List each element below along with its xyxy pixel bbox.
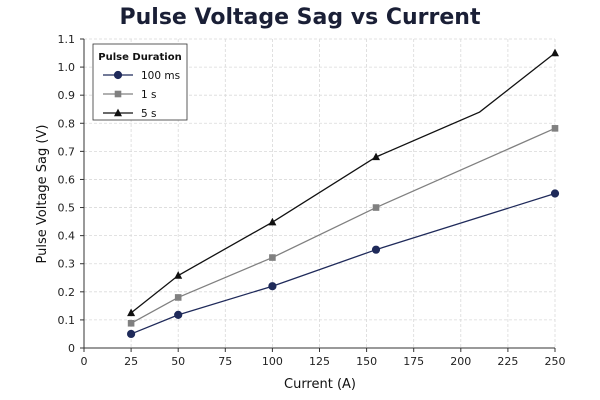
y-tick-label-5: 0.5 — [58, 202, 76, 215]
y-axis-label: Pulse Voltage Sag (V) — [35, 125, 50, 264]
y-tick-label-11: 1.1 — [58, 33, 76, 46]
series-100-ms — [127, 189, 560, 339]
data-point-100-ms-4 — [550, 189, 560, 198]
x-tick-label-3: 75 — [218, 355, 232, 368]
data-point-1-s-1 — [174, 294, 182, 301]
x-tick-label-8: 200 — [450, 355, 471, 368]
y-tick-label-6: 0.6 — [58, 173, 76, 186]
data-point-5-s-3 — [372, 152, 381, 161]
x-tick-label-7: 175 — [403, 355, 424, 368]
y-tick-label-2: 0.2 — [58, 286, 76, 299]
data-point-1-s-3 — [372, 204, 380, 211]
legend-label-1-s: 1 s — [141, 89, 157, 101]
data-point-5-s-5 — [551, 48, 559, 57]
data-point-5-s-0 — [127, 308, 136, 317]
data-point-100-ms-2 — [268, 282, 277, 291]
x-axis-ticks: 0 25 50 75 100 125 150 175 200 225 250 — [81, 348, 566, 368]
legend-marker-1-s — [114, 90, 122, 98]
series-line-1-s — [130, 127, 556, 324]
y-axis-ticks: 0 0.1 0.2 0.3 0.4 0.5 0.6 0.7 0.8 0.9 1.0 1.1 — [58, 33, 84, 355]
y-tick-label-9: 0.9 — [58, 89, 76, 102]
legend-box — [92, 43, 188, 121]
data-point-100-ms-3 — [371, 245, 381, 254]
data-point-100-ms-1 — [174, 310, 183, 319]
data-point-5-s-1 — [174, 271, 183, 279]
y-tick-label-7: 0.7 — [58, 145, 76, 158]
series-lines — [127, 48, 560, 339]
data-point-5-s-2 — [268, 217, 277, 226]
legend-label-100-ms: 100 ms — [141, 70, 180, 82]
data-point-1-s-0 — [127, 319, 135, 327]
y-tick-label-10: 1.0 — [58, 61, 76, 74]
x-tick-label-0: 0 — [81, 355, 88, 368]
y-tick-label-4: 0.4 — [58, 230, 76, 243]
x-tick-label-2: 50 — [171, 355, 185, 368]
x-tick-label-9: 225 — [497, 355, 518, 368]
series-1-s — [127, 125, 559, 327]
x-tick-label-6: 150 — [356, 355, 377, 368]
y-tick-label-3: 0.3 — [58, 258, 76, 271]
x-axis-label: Current (A) — [284, 377, 356, 392]
series-5-s — [127, 48, 559, 317]
data-point-100-ms-0 — [127, 329, 136, 339]
y-tick-label-1: 0.1 — [58, 314, 76, 327]
x-tick-label-1: 25 — [124, 355, 138, 368]
x-tick-label-5: 125 — [309, 355, 330, 368]
chart-title: Pulse Voltage Sag vs Current — [120, 5, 481, 30]
legend: Pulse Duration 100 ms 1 s 5 s — [92, 43, 188, 121]
legend-marker-5-s — [114, 108, 122, 117]
series-line-5-s — [130, 52, 556, 314]
data-point-1-s-4 — [551, 125, 559, 132]
legend-marker-100-ms — [113, 70, 123, 80]
y-tick-label-8: 0.8 — [58, 117, 76, 130]
legend-title: Pulse Duration — [98, 52, 181, 63]
legend-label-5-s: 5 s — [141, 108, 157, 120]
data-point-1-s-2 — [269, 254, 276, 261]
y-tick-label-0: 0 — [68, 342, 75, 355]
x-tick-label-10: 250 — [545, 355, 566, 368]
x-tick-label-4: 100 — [262, 355, 283, 368]
